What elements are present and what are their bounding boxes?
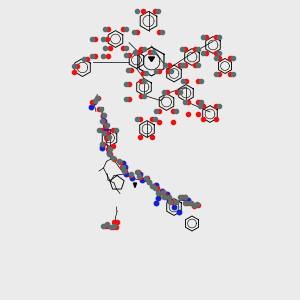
Polygon shape [148, 57, 154, 61]
Polygon shape [134, 183, 136, 188]
